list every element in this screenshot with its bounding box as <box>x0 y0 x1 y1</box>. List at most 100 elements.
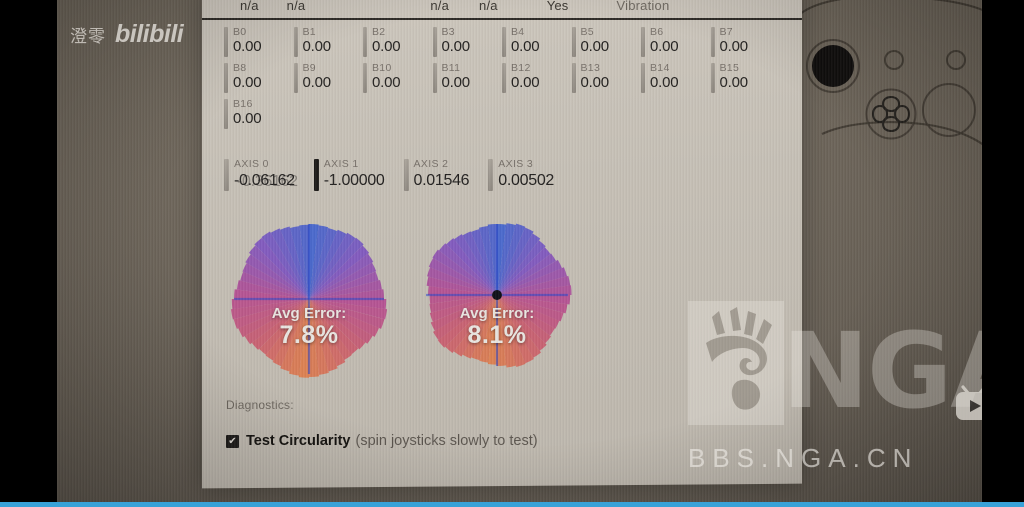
circularity-plots: Avg Error: 7.8% Avg Error: 8.1% <box>228 218 574 380</box>
circularity-sector <box>428 258 497 295</box>
circularity-sector <box>309 225 329 299</box>
circularity-sector <box>453 295 497 357</box>
button-value-label: 0.00 <box>233 110 262 127</box>
circularity-sector <box>289 226 309 299</box>
circularity-sector <box>270 228 309 299</box>
axis-name-label: AXIS 3 <box>498 158 534 170</box>
axis-level-bar <box>313 159 319 191</box>
circularity-sector <box>238 299 309 338</box>
button-level-bar <box>710 27 715 57</box>
circularity-sector <box>497 253 557 295</box>
circularity-sector <box>309 299 329 375</box>
button-name-label: B7 <box>719 25 733 38</box>
button-value-label: 0.00 <box>650 38 679 55</box>
video-progress-fill <box>0 502 1024 507</box>
button-name-label: B15 <box>719 62 740 74</box>
circularity-sector <box>309 228 338 299</box>
axis-level-bar <box>403 159 409 191</box>
nga-site-label: BBS.NGA.CN <box>688 443 919 473</box>
circularity-sector <box>497 295 571 305</box>
circularity-sector <box>497 295 552 344</box>
button-level-bar <box>224 62 228 93</box>
button-cell-b13: B13 0.00 <box>571 61 642 93</box>
status-header-row: n/a n/a n/a n/a Yes Vibration <box>202 0 802 20</box>
left-stick-circularity: Avg Error: 7.8% <box>228 218 390 380</box>
button-row: B0 0.00 B1 0.00 B2 0.00 B3 0.00 B4 0.00 B5 0.00 B6 0.… <box>224 25 780 58</box>
circularity-sector <box>309 262 377 299</box>
button-level-bar <box>571 26 576 57</box>
button-value-label: 0.00 <box>719 74 748 91</box>
circularity-sector <box>309 279 382 299</box>
button-cell-b2: B2 0.00 <box>363 26 433 57</box>
circularity-sector <box>254 237 309 299</box>
header-cell-1: n/a <box>286 0 306 14</box>
left-stick <box>812 45 854 87</box>
button-name-label: B9 <box>302 62 316 74</box>
button-value-label: 0.00 <box>372 74 401 91</box>
button-cell-b15: B15 0.00 <box>710 62 781 93</box>
circularity-sector <box>309 245 370 299</box>
button-row: B8 0.00 B9 0.00 B10 0.00 B11 0.00 B12 0.00 B13 0.00… <box>224 61 781 93</box>
axis-value-label: -0.06162 <box>234 171 295 190</box>
circularity-sector <box>309 299 387 310</box>
button-cell-b6: B6 0.00 <box>641 26 711 58</box>
button-value-label: 0.00 <box>580 38 609 56</box>
test-circularity-checkbox[interactable]: ✔ <box>226 434 239 448</box>
button-value-label: 0.00 <box>233 38 262 56</box>
button-name-label: B13 <box>580 61 601 74</box>
button-cell-b12: B12 0.00 <box>502 62 572 93</box>
axis-level-bar <box>488 159 494 191</box>
circularity-sector <box>309 237 364 299</box>
circularity-sector <box>280 226 309 299</box>
button-level-bar <box>293 63 298 93</box>
button-cell-b3: B3 0.00 <box>432 26 503 58</box>
video-progress-bar[interactable] <box>0 502 1024 507</box>
button-name-label: B1 <box>302 26 316 38</box>
circularity-sector <box>497 247 551 295</box>
button-cell-b4: B4 0.00 <box>502 26 572 57</box>
circularity-sector <box>309 299 352 361</box>
circularity-sector <box>309 299 385 329</box>
button-name-label: B4 <box>511 26 525 38</box>
button-name-label: B12 <box>511 62 531 74</box>
button-value-label: 0.00 <box>441 38 470 55</box>
button-name-label: B14 <box>650 62 670 74</box>
button-level-bar <box>432 26 437 58</box>
circularity-sector <box>231 299 309 310</box>
button-level-bar <box>571 62 576 93</box>
circularity-sector <box>438 243 497 295</box>
button-cell-b8: B8 0.00 <box>224 62 294 93</box>
bilibili-watermark: 澄零 bilibili <box>70 20 184 49</box>
button-name-label: B2 <box>372 26 386 38</box>
button-level-bar <box>432 62 437 93</box>
stick-position-dot <box>492 290 502 300</box>
button-value-label: 0.00 <box>302 38 331 55</box>
circularity-sector <box>497 295 547 351</box>
circularity-sector <box>478 226 497 295</box>
circularity-sector <box>497 295 564 322</box>
right-stick-circularity: Avg Error: 8.1% <box>420 218 574 380</box>
axis-cell-3: AXIS 3 0.00502 <box>488 158 554 191</box>
button-name-label: B11 <box>441 61 461 74</box>
circularity-sector <box>236 280 309 299</box>
button-cell-b1: B1 0.00 <box>293 26 364 57</box>
test-circularity-hint: (spin joysticks slowly to test) <box>355 433 538 449</box>
axis-value-label: -1.00000 <box>323 172 385 189</box>
circularity-sector <box>432 249 497 295</box>
button-level-bar <box>641 63 645 93</box>
button-name-label: B6 <box>650 26 664 38</box>
axis-level-bar <box>224 159 229 191</box>
circularity-sector <box>244 299 309 345</box>
button-cell-b16: B16 0.00 <box>224 98 294 129</box>
circularity-sector <box>497 227 534 295</box>
circularity-sector <box>429 295 497 322</box>
diagnostics-label: Diagnostics: <box>226 398 294 412</box>
axis-cell-0: AXIS 0 -0.06162 <box>224 158 295 191</box>
button-name-label: B16 <box>233 98 253 110</box>
circularity-sector <box>497 224 507 295</box>
axis-name-label: AXIS 0 <box>234 158 269 170</box>
circularity-sector <box>429 295 497 304</box>
axis-row: AXIS 0-0.06162 AXIS 1 -1.00000 AXIS 2 0.0154… <box>224 158 573 191</box>
circularity-sector <box>497 295 507 366</box>
circularity-sector <box>272 299 309 367</box>
